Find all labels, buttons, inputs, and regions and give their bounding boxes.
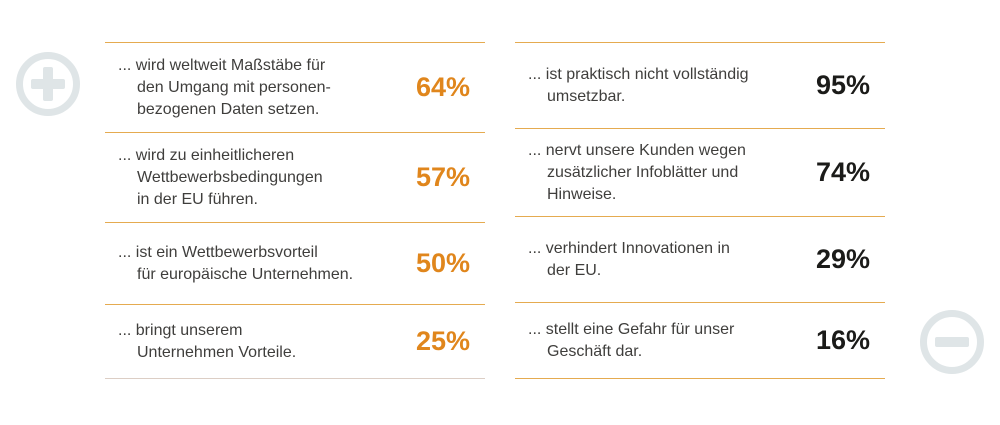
statement-text: ... stellt eine Gefahr für unser Geschäf…	[528, 320, 735, 360]
statement-percentage: 16%	[815, 325, 870, 355]
statement-row: ... ist ein Wettbewerbsvorteil für europ…	[105, 222, 485, 304]
statement-percentage: 57%	[415, 162, 470, 192]
statement-row: ... bringt unserem Unternehmen Vorteile.…	[105, 304, 485, 378]
plus-icon-vertical-bar	[43, 67, 53, 101]
positive-statements-column: ... wird weltweit Maßstäbe für den Umgan…	[105, 42, 485, 379]
negative-statements-column: ... ist praktisch nicht vollständig umse…	[515, 42, 885, 379]
statement-row: ... stellt eine Gefahr für unser Geschäf…	[515, 302, 885, 378]
statement-percentage: 95%	[815, 70, 870, 100]
minus-icon-bar	[935, 337, 969, 347]
statement-row: ... wird zu einheitlicheren Wettbewerbsb…	[105, 132, 485, 222]
minus-circle-icon	[920, 310, 984, 374]
statement-percentage: 25%	[415, 326, 470, 356]
statement-text: ... ist ein Wettbewerbsvorteil für europ…	[118, 243, 354, 283]
statement-percentage: 74%	[815, 157, 870, 187]
statement-text: ... wird zu einheitlicheren Wettbewerbsb…	[118, 146, 323, 208]
statement-text: ... ist praktisch nicht vollständig umse…	[528, 65, 749, 105]
statement-row: ... verhindert Innovationen in der EU. 2…	[515, 216, 885, 302]
statement-text: ... wird weltweit Maßstäbe für den Umgan…	[118, 56, 331, 118]
statement-text: ... verhindert Innovationen in der EU.	[528, 239, 730, 279]
statement-row: ... wird weltweit Maßstäbe für den Umgan…	[105, 42, 485, 132]
statement-text: ... bringt unserem Unternehmen Vorteile.	[118, 321, 297, 361]
statement-row: ... nervt unsere Kunden wegen zusätzlich…	[515, 128, 885, 216]
statement-percentage: 50%	[415, 248, 470, 278]
plus-circle-icon	[16, 52, 80, 116]
statement-text: ... nervt unsere Kunden wegen zusätzlich…	[528, 141, 746, 203]
statement-row: ... ist praktisch nicht vollständig umse…	[515, 42, 885, 128]
statement-percentage: 64%	[415, 72, 470, 102]
statement-percentage: 29%	[815, 244, 870, 274]
